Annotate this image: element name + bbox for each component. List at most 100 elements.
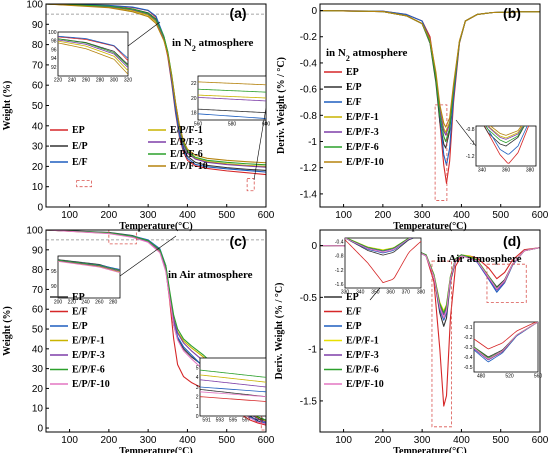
zoom-box xyxy=(434,104,448,201)
y-tick-label: -1.4 xyxy=(300,189,318,200)
x-tick-label: 500 xyxy=(218,210,235,221)
x-tick-label: 200 xyxy=(101,435,118,446)
inset-y-tick-label: 18 xyxy=(191,110,197,116)
y-tick-label: -1 xyxy=(308,345,317,356)
x-tick-label: 200 xyxy=(375,435,392,446)
inset-y-tick-label: 22 xyxy=(191,81,197,87)
inset-y-tick-label: 0 xyxy=(196,414,199,420)
inset-series xyxy=(198,81,266,119)
inset-x-tick-label: 360 xyxy=(386,290,395,296)
inset-y-tick-label: -0.4 xyxy=(335,239,344,245)
inset-plot: 340 360 380 -0.8 -1 -1.2 xyxy=(466,125,537,174)
legend: EP E/F E/P E/P/F-1 E/P/F-3 E/P/F-6 E/P/F-10 xyxy=(324,292,384,390)
legend-label: E/P/F-10 xyxy=(72,379,110,390)
y-tick-label: 20 xyxy=(32,384,44,395)
inset-x-tick-label: 240 xyxy=(81,300,90,306)
inset-series-line xyxy=(345,238,411,251)
x-tick-label: 300 xyxy=(140,435,157,446)
inset-series-line xyxy=(485,126,525,144)
y-tick-label: 80 xyxy=(32,265,44,276)
inset-y-tick-label: -0.8 xyxy=(335,254,344,260)
inset-x-tick-label: 595 xyxy=(229,418,238,424)
x-tick-label: 500 xyxy=(492,435,509,446)
inset-series-line xyxy=(483,126,525,147)
x-tick-label: 100 xyxy=(335,435,352,446)
inset-y-tick-label: 94 xyxy=(51,56,57,62)
inset-x-tick-label: 350 xyxy=(371,290,380,296)
leader-line xyxy=(369,287,381,301)
x-tick-label: 100 xyxy=(61,435,78,446)
legend-label: E/P/F-3 xyxy=(170,137,203,148)
y-tick-label: 60 xyxy=(32,305,44,316)
inset-y-tick-label: 98 xyxy=(51,39,57,45)
inset-series-line xyxy=(474,322,538,360)
y-tick-label: 70 xyxy=(32,60,44,71)
plot-frame xyxy=(319,229,541,433)
inset-series-line xyxy=(58,261,120,274)
inset-x-tick-label: 591 xyxy=(202,418,211,424)
inset-series-line xyxy=(58,40,128,71)
inset-x-tick-label: 300 xyxy=(110,78,119,84)
legend-label: E/P/F-6 xyxy=(72,365,105,376)
inset-series-line xyxy=(58,259,120,271)
inset-frame xyxy=(57,31,129,77)
y-tick-label: 40 xyxy=(32,344,44,355)
inset-series-line xyxy=(58,35,128,59)
inset-x-tick-label: 360 xyxy=(502,168,511,174)
inset-x-tick-label: 220 xyxy=(68,300,77,306)
inset-x-tick-label: 593 xyxy=(216,418,225,424)
y-tick-label: 80 xyxy=(32,40,44,51)
inset-x-tick-label: 240 xyxy=(68,78,77,84)
inset-series xyxy=(200,369,266,402)
inset-x-tick-label: 200 xyxy=(54,300,63,306)
y-tick-label: 30 xyxy=(32,142,44,153)
inset-x-tick-label: 260 xyxy=(95,300,104,306)
inset-y-tick-label: -0.2 xyxy=(464,335,473,341)
legend-label: E/P/F-6 xyxy=(346,142,379,153)
y-tick-label: 10 xyxy=(32,182,44,193)
inset-x-tick-label: 600 xyxy=(262,122,271,128)
inset-series-line xyxy=(487,126,523,139)
x-axis-title: Temperature(°C) xyxy=(119,221,192,232)
y-tick-label: -0.4 xyxy=(300,58,318,69)
legend-label: E/P xyxy=(72,141,88,152)
y-tick-label: 10 xyxy=(32,404,44,415)
y-axis-title: Deriv. Weight (% / °C) xyxy=(274,283,285,380)
inset-frame xyxy=(199,357,267,417)
inset-x-tick-label: 280 xyxy=(96,78,105,84)
inset-series-line xyxy=(198,97,266,102)
inset-series-line xyxy=(58,38,128,67)
series-line-e-f xyxy=(46,4,266,173)
inset-y-tick-label: 2 xyxy=(196,394,199,400)
series-group xyxy=(320,244,540,407)
legend-label: E/P/F-6 xyxy=(170,149,203,160)
series-line-e-p-f-10 xyxy=(320,244,540,319)
y-axis-title: Weight (%) xyxy=(2,81,13,131)
panel-c: 100 200 300 400 500 6000102030405060708090100… xyxy=(2,226,275,453)
x-tick-label: 400 xyxy=(453,435,470,446)
y-tick-label: 60 xyxy=(32,81,44,92)
inset-y-tick-label: -0.4 xyxy=(464,355,473,361)
inset-x-tick-label: 320 xyxy=(124,78,133,84)
x-tick-label: 300 xyxy=(414,435,431,446)
inset-series-line xyxy=(345,239,421,284)
inset-y-tick-label: 95 xyxy=(51,269,57,275)
inset-y-tick-label: 100 xyxy=(48,30,57,36)
panel-a: 100 200 300 400 500 600 0 10 20 30 40 50 60 70 80 90 100… xyxy=(2,0,275,232)
inset-series-line xyxy=(198,94,266,99)
inset-x-tick-label: 220 xyxy=(54,78,63,84)
legend-label: E/F xyxy=(72,307,88,318)
legend: EP E/F E/P E/P/F-1 E/P/F-3 E/P/F-6 E/P/F-10 xyxy=(50,292,110,390)
legend-label: E/P/F-3 xyxy=(346,127,379,138)
inset-series-line xyxy=(489,126,522,136)
y-tick-label: -0.5 xyxy=(300,293,318,304)
legend-label: E/P/F-1 xyxy=(72,336,105,347)
y-axis-title: Deriv. Weight (% / °C) xyxy=(276,57,287,154)
atmosphere-label: in N2 atmosphere xyxy=(172,37,254,53)
y-tick-label: 40 xyxy=(32,121,44,132)
y-tick-label: -1.5 xyxy=(300,396,318,407)
inset-series-line xyxy=(200,386,266,393)
inset-x-tick-label: 480 xyxy=(477,374,486,380)
